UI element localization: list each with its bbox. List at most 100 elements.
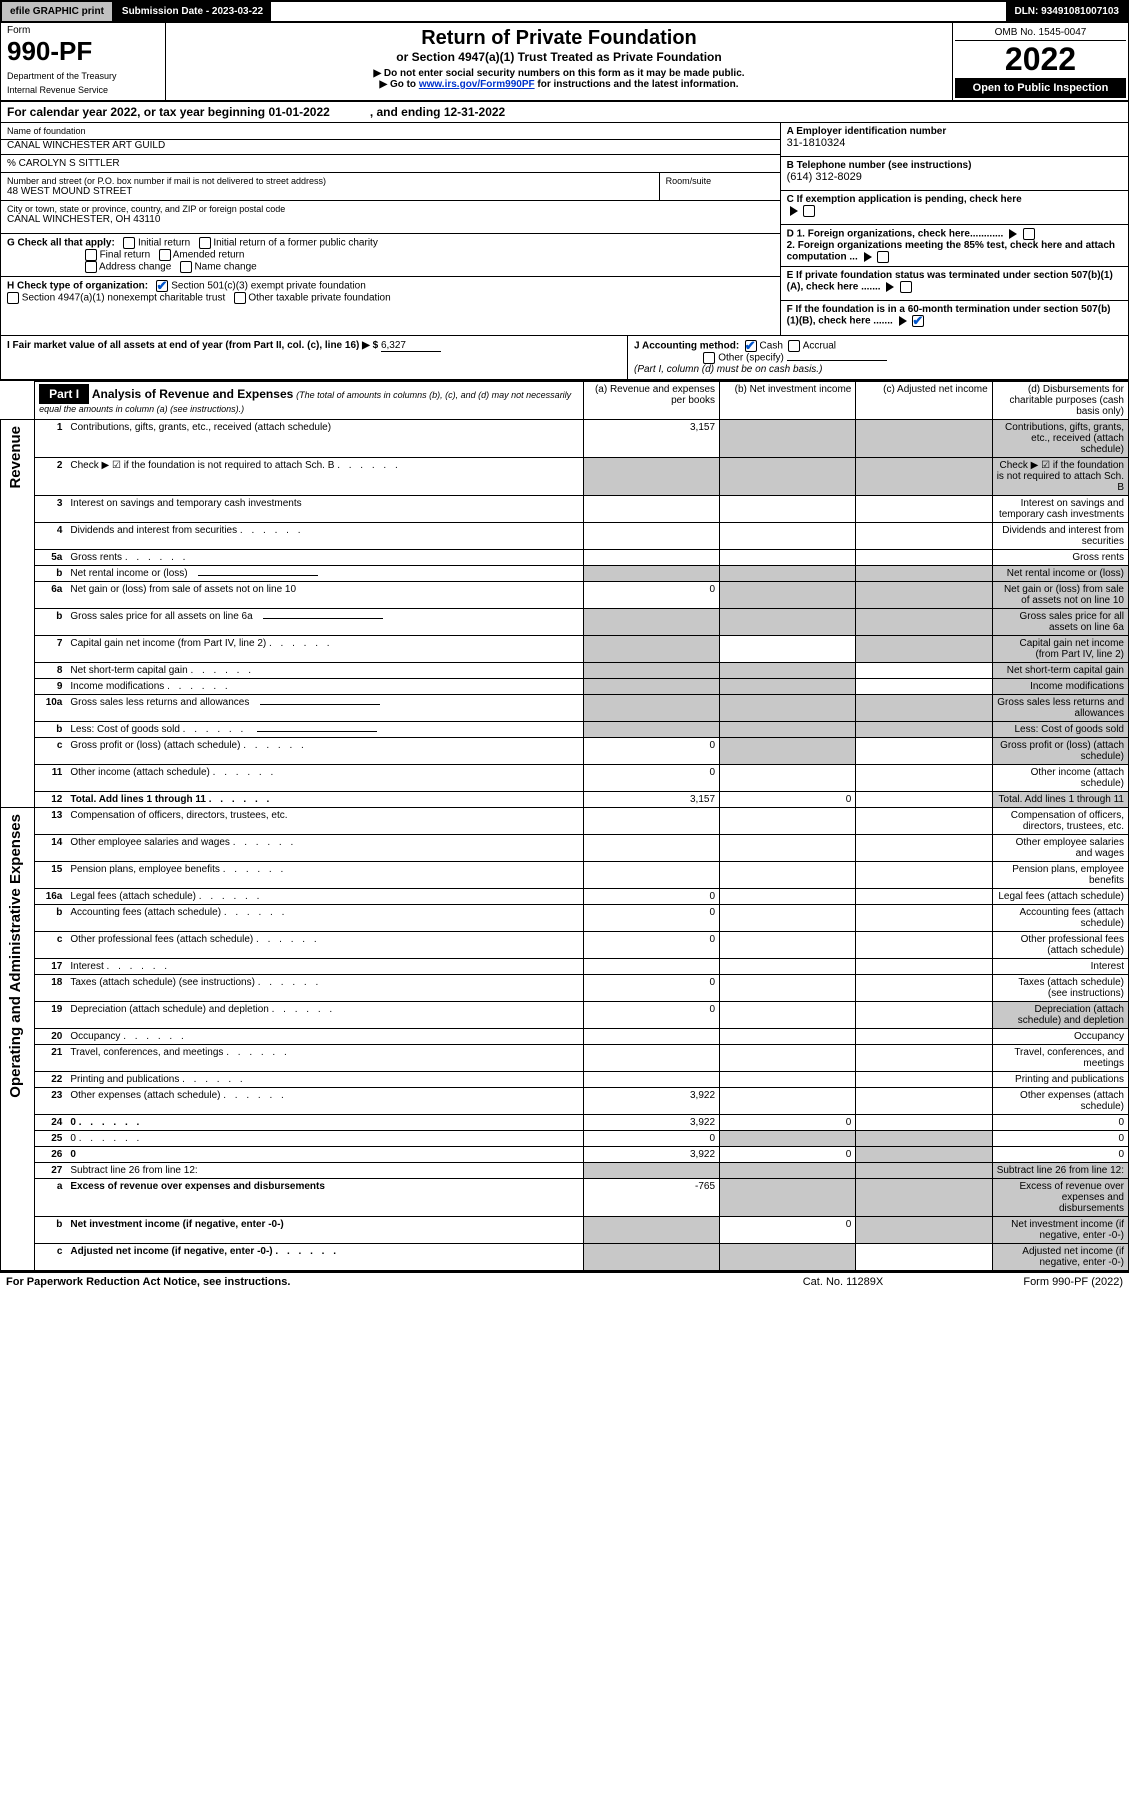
part1-table: Part I Analysis of Revenue and Expenses … (0, 381, 1129, 1271)
room-label: Room/suite (666, 176, 774, 186)
table-row: 8Net short-term capital gain . . . . . .… (1, 663, 1129, 679)
table-row: bNet rental income or (loss) Net rental … (1, 566, 1129, 582)
form-footer: For Paperwork Reduction Act Notice, see … (0, 1271, 1129, 1291)
entity-info-grid: Name of foundation CANAL WINCHESTER ART … (0, 123, 1129, 336)
table-row: 4Dividends and interest from securities … (1, 523, 1129, 550)
section-i-j: I Fair market value of all assets at end… (0, 336, 1129, 381)
table-row: bGross sales price for all assets on lin… (1, 609, 1129, 636)
chk-f[interactable] (912, 315, 924, 327)
expenses-label: Operating and Administrative Expenses (5, 810, 26, 1102)
chk-e[interactable] (900, 281, 912, 293)
instr-2: ▶ Go to www.irs.gov/Form990PF for instru… (172, 79, 946, 90)
table-row: 9Income modifications . . . . . .Income … (1, 679, 1129, 695)
chk-other-taxable[interactable] (234, 292, 246, 304)
city-state-zip: CANAL WINCHESTER, OH 43110 (7, 214, 774, 225)
part1-label: Part I (39, 384, 89, 404)
col-a-header: (a) Revenue and expenses per books (583, 382, 719, 420)
chk-d1[interactable] (1023, 228, 1035, 240)
paperwork-notice: For Paperwork Reduction Act Notice, see … (6, 1276, 743, 1288)
name-label: Name of foundation (1, 123, 780, 140)
chk-initial-former[interactable] (199, 237, 211, 249)
chk-address-change[interactable] (85, 261, 97, 273)
table-row: 5aGross rents . . . . . .Gross rents (1, 550, 1129, 566)
phone-value: (614) 312-8029 (787, 171, 1122, 183)
f-label: F If the foundation is in a 60-month ter… (787, 304, 1111, 327)
chk-cash[interactable] (745, 340, 757, 352)
table-row: 21Travel, conferences, and meetings . . … (1, 1045, 1129, 1072)
tax-year: 2022 (955, 41, 1126, 78)
table-row: 10aGross sales less returns and allowanc… (1, 695, 1129, 722)
table-row: cOther professional fees (attach schedul… (1, 932, 1129, 959)
table-row: 2603,92200 (1, 1147, 1129, 1163)
table-row: 16aLegal fees (attach schedule) . . . . … (1, 889, 1129, 905)
top-bar: efile GRAPHIC print Submission Date - 20… (0, 0, 1129, 23)
d1-label: D 1. Foreign organizations, check here..… (787, 229, 1004, 240)
foundation-name: CANAL WINCHESTER ART GUILD (1, 140, 780, 155)
table-row: 15Pension plans, employee benefits . . .… (1, 862, 1129, 889)
street-address: 48 WEST MOUND STREET (7, 186, 653, 197)
form-number: 990-PF (7, 36, 159, 67)
table-row: 2Check ▶ ☑ if the foundation is not requ… (1, 458, 1129, 496)
chk-accrual[interactable] (788, 340, 800, 352)
table-row: Operating and Administrative Expenses13C… (1, 808, 1129, 835)
calendar-year-row: For calendar year 2022, or tax year begi… (0, 100, 1129, 123)
open-public-badge: Open to Public Inspection (955, 78, 1126, 98)
table-row: 12Total. Add lines 1 through 11 . . . . … (1, 792, 1129, 808)
revenue-label: Revenue (5, 422, 26, 493)
col-d-header: (d) Disbursements for charitable purpose… (992, 382, 1128, 420)
irs-label: Internal Revenue Service (7, 85, 159, 95)
form-link[interactable]: www.irs.gov/Form990PF (419, 79, 535, 90)
dln-label: DLN: 93491081007103 (1006, 2, 1127, 21)
table-row: 7Capital gain net income (from Part IV, … (1, 636, 1129, 663)
form-label: Form (7, 25, 159, 36)
section-g: G Check all that apply: Initial return I… (1, 234, 780, 277)
chk-c[interactable] (803, 205, 815, 217)
cat-number: Cat. No. 11289X (743, 1276, 943, 1288)
table-row: 6aNet gain or (loss) from sale of assets… (1, 582, 1129, 609)
table-row: bLess: Cost of goods sold . . . . . . Le… (1, 722, 1129, 738)
table-row: 250 . . . . . .00 (1, 1131, 1129, 1147)
addr-label: Number and street (or P.O. box number if… (7, 176, 653, 186)
chk-amended-return[interactable] (159, 249, 171, 261)
j-note: (Part I, column (d) must be on cash basi… (634, 364, 822, 375)
form-subtitle: or Section 4947(a)(1) Trust Treated as P… (172, 50, 946, 64)
efile-print-button[interactable]: efile GRAPHIC print (2, 2, 114, 21)
instr-1: ▶ Do not enter social security numbers o… (172, 68, 946, 79)
chk-final-return[interactable] (85, 249, 97, 261)
section-h: H Check type of organization: Section 50… (1, 277, 780, 307)
d2-label: 2. Foreign organizations meeting the 85%… (787, 240, 1115, 263)
chk-4947[interactable] (7, 292, 19, 304)
table-row: 23Other expenses (attach schedule) . . .… (1, 1088, 1129, 1115)
care-of: % CAROLYN S SITTLER (1, 155, 780, 173)
e-label: E If private foundation status was termi… (787, 270, 1113, 293)
arrow-icon (790, 206, 798, 216)
table-row: aExcess of revenue over expenses and dis… (1, 1179, 1129, 1217)
table-row: 27Subtract line 26 from line 12:Subtract… (1, 1163, 1129, 1179)
table-row: bNet investment income (if negative, ent… (1, 1217, 1129, 1244)
chk-501c3[interactable] (156, 280, 168, 292)
c-label: C If exemption application is pending, c… (787, 194, 1022, 205)
submission-date: Submission Date - 2023-03-22 (114, 2, 271, 21)
table-row: cGross profit or (loss) (attach schedule… (1, 738, 1129, 765)
table-row: 3Interest on savings and temporary cash … (1, 496, 1129, 523)
table-row: 14Other employee salaries and wages . . … (1, 835, 1129, 862)
table-row: Revenue1Contributions, gifts, grants, et… (1, 420, 1129, 458)
table-row: cAdjusted net income (if negative, enter… (1, 1244, 1129, 1271)
table-row: 11Other income (attach schedule) . . . .… (1, 765, 1129, 792)
chk-name-change[interactable] (180, 261, 192, 273)
ein-label: A Employer identification number (787, 126, 1122, 137)
dept-label: Department of the Treasury (7, 71, 159, 81)
omb-number: OMB No. 1545-0047 (955, 25, 1126, 41)
chk-other-method[interactable] (703, 352, 715, 364)
ein-value: 31-1810324 (787, 137, 1122, 149)
chk-initial-return[interactable] (123, 237, 135, 249)
table-row: bAccounting fees (attach schedule) . . .… (1, 905, 1129, 932)
table-row: 18Taxes (attach schedule) (see instructi… (1, 975, 1129, 1002)
form-header: Form 990-PF Department of the Treasury I… (0, 23, 1129, 100)
table-row: 17Interest . . . . . .Interest (1, 959, 1129, 975)
table-row: 22Printing and publications . . . . . .P… (1, 1072, 1129, 1088)
chk-d2[interactable] (877, 251, 889, 263)
table-row: 240 . . . . . .3,92200 (1, 1115, 1129, 1131)
phone-label: B Telephone number (see instructions) (787, 160, 1122, 171)
city-label: City or town, state or province, country… (7, 204, 774, 214)
